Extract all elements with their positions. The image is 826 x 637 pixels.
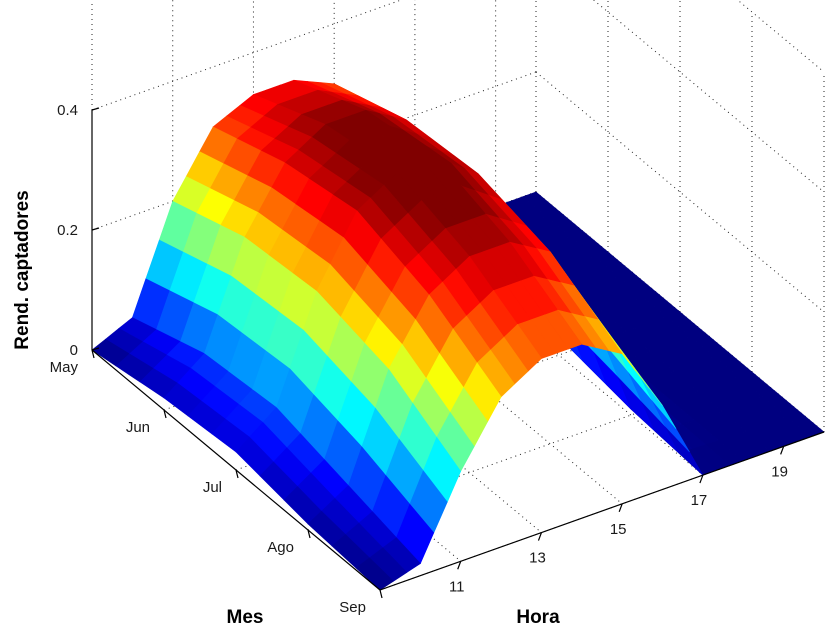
grid-line-back-z: [91, 0, 403, 111]
hour-tick-label: 19: [771, 463, 788, 480]
month-tick-label: Sep: [339, 599, 366, 616]
month-tick: [235, 469, 239, 479]
hour-tick: [457, 561, 462, 570]
hour-tick-label: 17: [691, 492, 708, 509]
grid-line-floor-month: [307, 371, 753, 531]
month-tick-label: Jul: [203, 479, 222, 496]
z-tick: [91, 347, 100, 351]
z-axis-label: Rend. captadores: [12, 190, 33, 349]
z-tick-label: 0.2: [57, 222, 78, 239]
hour-tick-label: 11: [449, 578, 465, 595]
month-tick-label: May: [50, 359, 79, 376]
hour-tick-label: 13: [529, 550, 546, 567]
hour-tick: [780, 446, 785, 455]
hour-tick: [699, 474, 704, 484]
month-tick: [91, 349, 95, 359]
hour-tick: [618, 503, 623, 513]
hour-tick: [537, 532, 543, 541]
z-tick-label: 0: [70, 342, 78, 359]
z-tick-label: 0.4: [57, 102, 78, 119]
y-axis-label: Mes: [227, 607, 264, 628]
x-axis-label: Hora: [516, 607, 560, 628]
z-tick: [91, 227, 100, 231]
month-tick: [307, 529, 311, 539]
surface-layer: [91, 79, 825, 591]
month-tick-label: Jun: [126, 419, 150, 436]
tick-layer: 0 0.2 0.4 May Jun Jul Ago Sep 11 13 15 17 19: [50, 102, 788, 616]
month-tick-label: Ago: [267, 539, 294, 556]
z-tick: [91, 107, 100, 111]
month-tick: [379, 589, 383, 599]
month-tick: [163, 409, 167, 419]
hour-tick-label: 15: [610, 521, 627, 538]
hour-axis-line: [379, 431, 825, 591]
